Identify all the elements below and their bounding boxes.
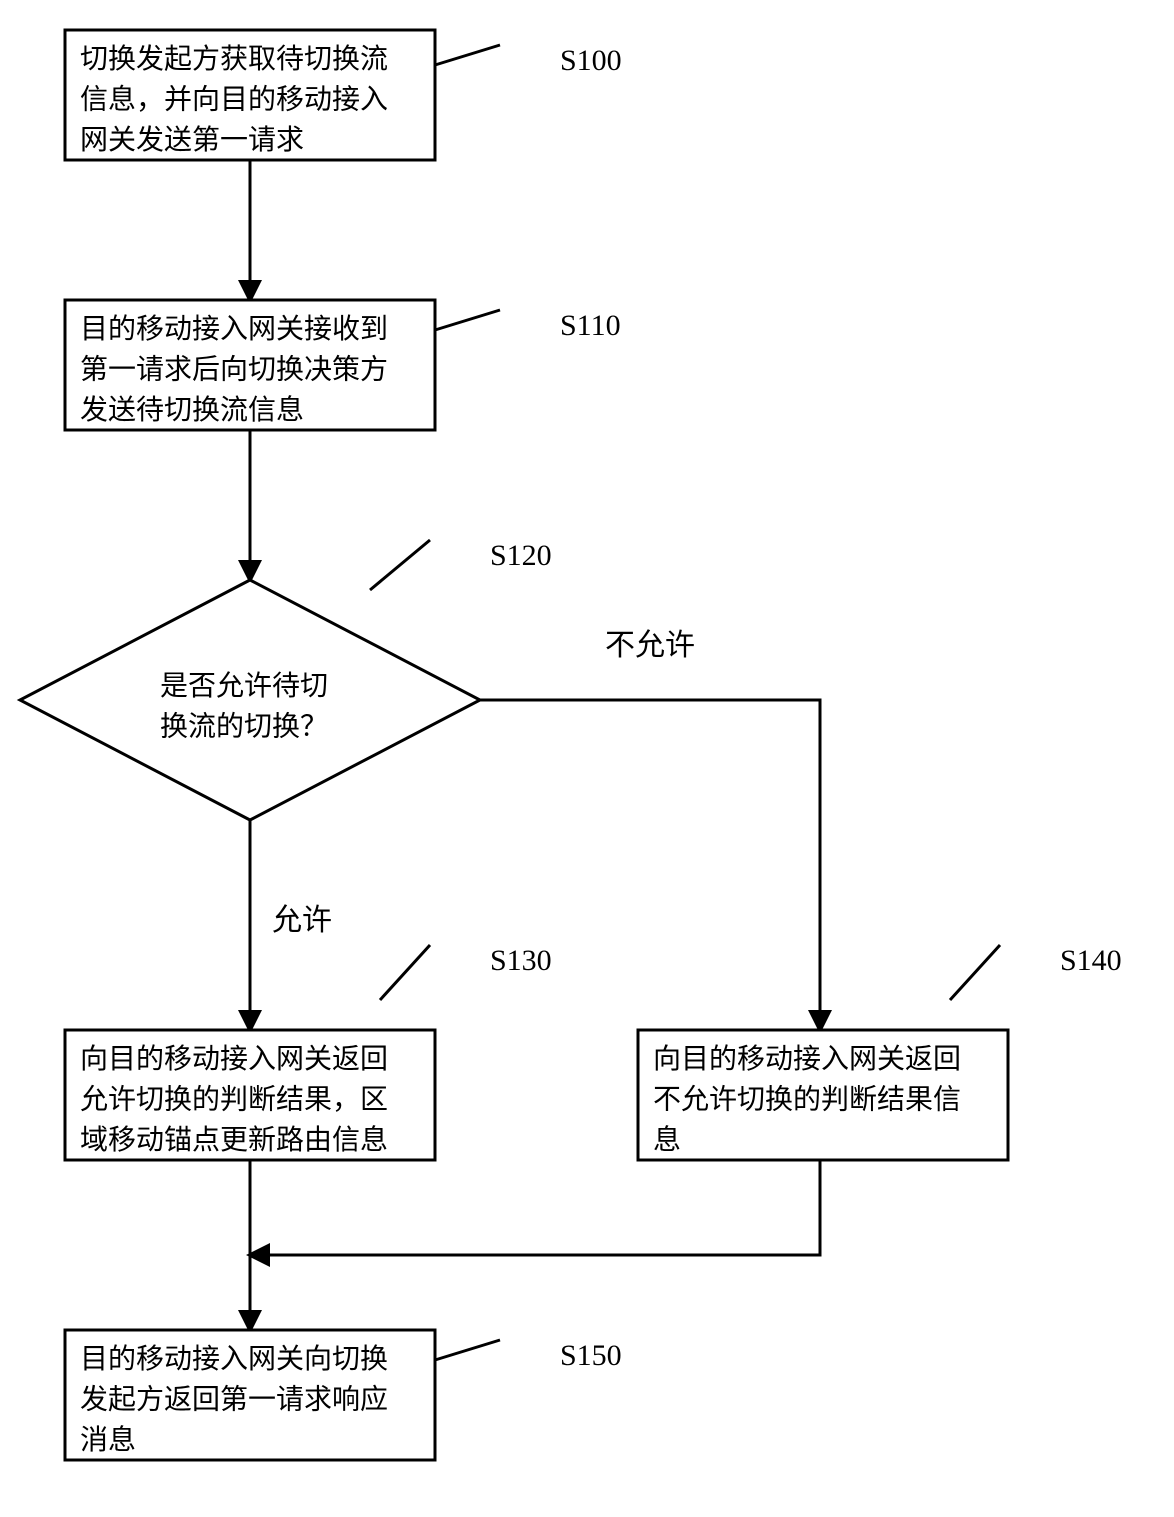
node-text-s140-0: 向目的移动接入网关返回: [653, 1043, 961, 1075]
step-label-s110: S110: [560, 309, 621, 342]
node-text-s100-2: 网关发送第一请求: [80, 124, 304, 156]
edge-label-e4: 不允许: [605, 629, 695, 662]
edge-lb120: [370, 540, 430, 590]
edge-label-e3: 允许: [272, 904, 332, 937]
node-text-s150-0: 目的移动接入网关向切换: [80, 1343, 388, 1375]
node-text-s120-1: 换流的切换？: [160, 711, 328, 743]
node-text-s110-1: 第一请求后向切换决策方: [80, 354, 388, 386]
flowchart-diagram: 允许 不允许 切换发起方获取待切换流信息，并向目的移动接入网关发送第一请求 S100 目…: [0, 0, 1174, 1517]
node-text-s140-2: 息: [653, 1124, 681, 1156]
edge-lb130: [380, 945, 430, 1000]
node-text-s140-1: 不允许切换的判断结果信: [653, 1084, 961, 1116]
node-text-s130-0: 向目的移动接入网关返回: [80, 1043, 388, 1075]
node-text-s110-2: 发送待切换流信息: [80, 394, 304, 426]
node-text-s120-0: 是否允许待切: [160, 670, 328, 702]
edge-lb100: [435, 45, 500, 65]
edge-lb140: [950, 945, 1000, 1000]
step-label-s120: S120: [490, 539, 552, 572]
edge-e4: [480, 700, 820, 1030]
edge-lb150: [435, 1340, 500, 1360]
edge-lb110: [435, 310, 500, 330]
edge-e6: [250, 1160, 820, 1255]
node-text-s130-2: 域移动锚点更新路由信息: [80, 1124, 388, 1156]
node-text-s130-1: 允许切换的判断结果，区: [80, 1084, 388, 1116]
step-label-s100: S100: [560, 44, 622, 77]
step-label-s130: S130: [490, 944, 552, 977]
node-text-s150-1: 发起方返回第一请求响应: [80, 1384, 388, 1416]
node-text-s150-2: 消息: [80, 1424, 136, 1456]
node-text-s100-0: 切换发起方获取待切换流: [80, 43, 388, 75]
step-label-s140: S140: [1060, 944, 1122, 977]
node-text-s110-0: 目的移动接入网关接收到: [80, 313, 388, 345]
node-text-s100-1: 信息，并向目的移动接入: [80, 84, 388, 116]
step-label-s150: S150: [560, 1339, 622, 1372]
